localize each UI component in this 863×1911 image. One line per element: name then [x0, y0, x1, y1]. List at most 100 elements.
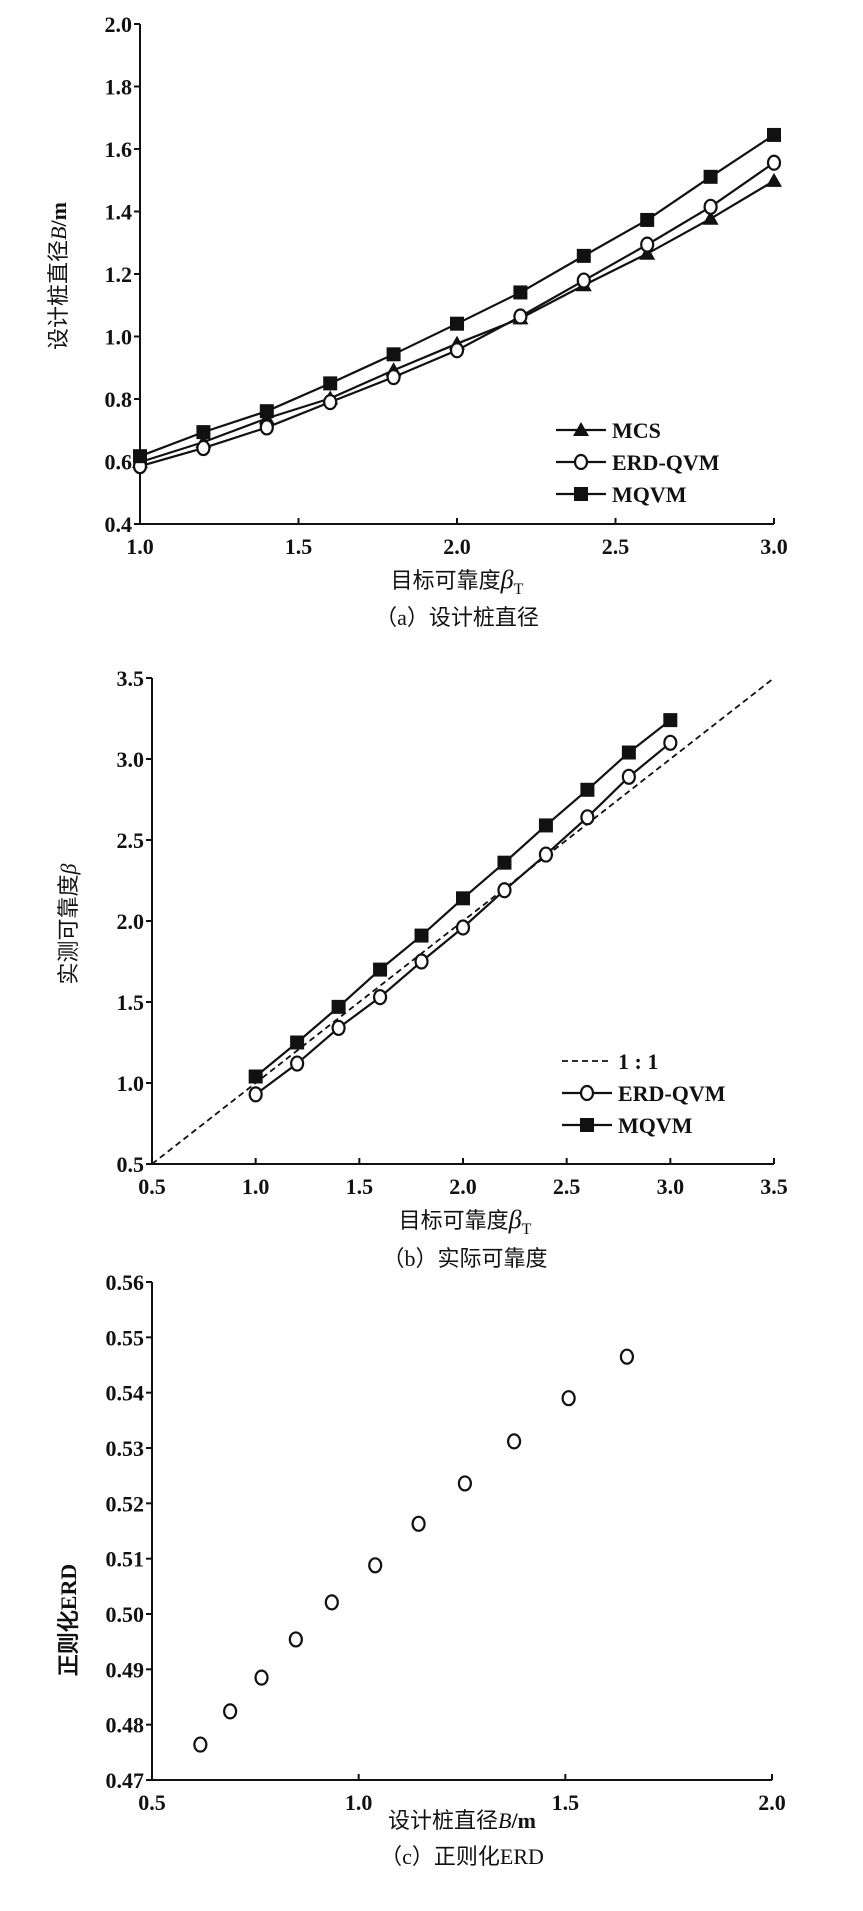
- data-point: [288, 1631, 303, 1648]
- plot-c: 0.47 0.48 0.49 0.50 0.51 0.52 0.53 0.54 0.55 0.56…: [106, 1270, 786, 1815]
- legend-label: MQVM: [612, 482, 687, 507]
- y-tick-label: 1.8: [105, 75, 133, 100]
- data-point: [663, 734, 678, 751]
- data-point: [640, 236, 655, 253]
- y-tick-label: 1.4: [105, 200, 133, 225]
- x-axis-label-b: 目标可靠度βT: [399, 1205, 532, 1238]
- data-point: [248, 1086, 263, 1103]
- data-point: [513, 308, 528, 325]
- x-tick-label: 2.0: [449, 1174, 477, 1199]
- data-point: [372, 989, 388, 1006]
- series-erd-qvm: [132, 154, 782, 475]
- x-tick-label: 2.0: [758, 1790, 786, 1815]
- data-point: [455, 919, 471, 936]
- y-tick-label: 0.6: [105, 450, 133, 475]
- data-point: [621, 745, 636, 760]
- x-tick-label: 1.5: [285, 534, 313, 559]
- data-point: [324, 1594, 339, 1611]
- x-tick-label: 2.0: [443, 534, 471, 559]
- caption-a: （a）设计桩直径: [375, 605, 539, 630]
- series-erd: [193, 1348, 635, 1753]
- caption-b: （b）实际可靠度: [382, 1246, 547, 1271]
- legend-marker: [573, 453, 589, 471]
- data-point: [702, 210, 719, 225]
- series-erd-qvm: [248, 734, 678, 1103]
- data-point: [259, 404, 274, 419]
- y-tick-label: 0.4: [105, 512, 133, 537]
- y-axis-label-c: 正则化ERD: [56, 1564, 81, 1676]
- y-tick-label: 0.52: [106, 1491, 145, 1516]
- y-tick-label: 1.2: [105, 262, 133, 287]
- x-tick-label: 0.5: [138, 1790, 166, 1815]
- legend-label: ERD-QVM: [618, 1081, 726, 1106]
- data-point: [331, 1019, 346, 1037]
- legend-item: MQVM: [562, 1113, 693, 1138]
- series-line: [139, 134, 775, 458]
- data-point: [223, 1703, 238, 1720]
- legend-item: MQVM: [556, 482, 687, 507]
- data-point: [411, 1515, 426, 1532]
- series-line: [255, 741, 672, 1096]
- y-tick-label: 1.5: [117, 990, 145, 1015]
- data-point: [576, 272, 591, 289]
- data-point: [619, 1348, 635, 1365]
- data-point: [456, 891, 470, 906]
- data-point: [513, 285, 528, 300]
- data-point: [259, 419, 274, 436]
- plot-a: 0.4 0.6 0.8 1.0 1.2 1.4 1.6 1.8 2.0 1.0 1.5 2.0 2.5 3…: [105, 12, 788, 559]
- data-point: [386, 369, 401, 386]
- data-point: [133, 449, 147, 464]
- plot-b: 0.5 1.0 1.5 2.0 2.5 3.0 3.5 0.5 1.0 1.5 2.0 2.5 3.0 3…: [117, 666, 788, 1199]
- y-tick-label: 1.6: [105, 137, 133, 162]
- data-point: [663, 713, 678, 728]
- data-point: [290, 1055, 305, 1072]
- y-tick-label: 0.56: [106, 1270, 145, 1295]
- data-point: [703, 198, 718, 215]
- y-tick-label: 0.51: [106, 1547, 145, 1572]
- data-point: [414, 928, 429, 943]
- data-point: [576, 248, 591, 263]
- data-point: [331, 999, 346, 1014]
- x-tick-label: 3.5: [760, 1174, 788, 1199]
- y-tick-label: 2.0: [105, 12, 133, 37]
- data-point: [449, 342, 465, 359]
- y-tick-label: 1.0: [117, 1071, 145, 1096]
- y-tick-label: 3.5: [117, 666, 145, 691]
- data-point: [767, 127, 781, 142]
- series-mqvm: [133, 127, 781, 464]
- data-point: [538, 846, 554, 863]
- data-point: [373, 962, 388, 977]
- y-tick-label: 2.0: [117, 909, 145, 934]
- data-point: [248, 1069, 263, 1084]
- legend-label: 1 : 1: [618, 1049, 658, 1074]
- y-tick-label: 0.50: [106, 1602, 145, 1627]
- y-axis-label-b: 实测可靠度β: [56, 863, 81, 984]
- x-tick-label: 1.0: [345, 1790, 373, 1815]
- data-point: [580, 809, 595, 826]
- x-tick-label: 2.5: [553, 1174, 581, 1199]
- series-mqvm: [248, 713, 678, 1084]
- data-point: [414, 953, 429, 970]
- x-tick-label: 0.5: [138, 1174, 166, 1199]
- x-tick-label: 3.0: [657, 1174, 685, 1199]
- data-point: [386, 347, 401, 362]
- legend-label: MCS: [612, 418, 661, 443]
- data-point: [323, 394, 338, 411]
- data-point: [497, 882, 512, 899]
- panel-b: 0.5 1.0 1.5 2.0 2.5 3.0 3.5 0.5 1.0 1.5 2.0 2.5 3.0 3…: [56, 666, 788, 1271]
- data-point: [497, 855, 512, 870]
- x-tick-label: 1.5: [552, 1790, 580, 1815]
- caption-c: （c）正则化ERD: [380, 1844, 544, 1869]
- x-tick-label: 1.5: [346, 1174, 374, 1199]
- y-tick-label: 0.8: [105, 387, 133, 412]
- legend-item: MCS: [556, 418, 661, 443]
- y-tick-label: 1.0: [105, 325, 133, 350]
- y-tick-label: 0.49: [106, 1657, 145, 1682]
- data-point: [538, 818, 553, 833]
- data-point: [193, 1736, 208, 1753]
- x-tick-label: 1.0: [126, 534, 154, 559]
- data-point: [621, 768, 636, 785]
- legend-label: ERD-QVM: [612, 450, 720, 475]
- legend-item: ERD-QVM: [562, 1081, 726, 1106]
